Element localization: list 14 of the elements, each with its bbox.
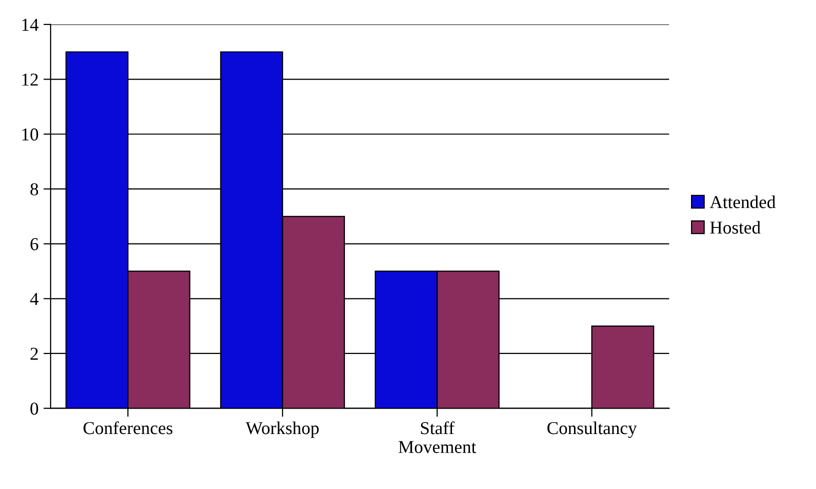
y-tick-label: 0 [30,402,38,415]
y-tick-label: 2 [30,348,38,360]
x-tick-label: Staff Movement [398,421,476,454]
x-tick-label: Consultancy [547,422,637,438]
y-tick-label: 10 [22,128,38,141]
y-tick-label: 14 [22,18,39,31]
y-tick-label: 6 [30,238,38,250]
legend-label: Hosted [710,221,761,234]
y-tick-label: 12 [22,74,38,86]
legend-label: Attended [710,195,776,208]
y-tick-label: 8 [30,183,38,196]
x-tick-label: Conferences [84,421,172,434]
y-tick-label: 4 [30,293,39,305]
x-tick-label: Workshop [246,422,319,438]
